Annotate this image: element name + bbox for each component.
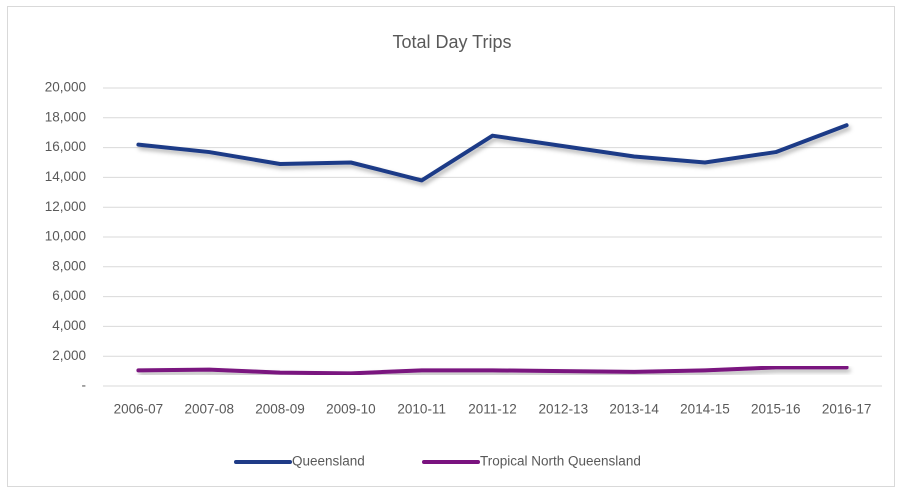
x-tick-label: 2012-13 <box>539 402 589 417</box>
y-tick-label: 14,000 <box>45 169 86 184</box>
x-tick-label: 2015-16 <box>751 402 801 417</box>
x-tick-label: 2006-07 <box>114 402 164 417</box>
line-series <box>136 123 849 183</box>
chart-title: Total Day Trips <box>392 32 511 52</box>
y-tick-label: 20,000 <box>45 80 86 95</box>
x-tick-label: 2016-17 <box>822 402 872 417</box>
legend-label: Tropical North Queensland <box>480 454 641 469</box>
y-tick-label: 16,000 <box>45 139 86 154</box>
y-tick-label: 12,000 <box>45 199 86 214</box>
x-tick-label: 2014-15 <box>680 402 730 417</box>
x-tick-label: 2008-09 <box>255 402 305 417</box>
x-tick-label: 2010-11 <box>397 402 446 417</box>
x-tick-label: 2007-08 <box>184 402 234 417</box>
y-tick-label: 18,000 <box>45 109 86 124</box>
y-tick-label: 2,000 <box>52 348 86 363</box>
y-tick-label: 10,000 <box>45 229 86 244</box>
legend-label: Queensland <box>292 454 365 469</box>
y-tick-label: - <box>82 378 87 393</box>
chart-border <box>7 6 895 487</box>
x-tick-label: 2011-12 <box>468 402 517 417</box>
y-tick-label: 4,000 <box>52 318 86 333</box>
line-series <box>136 365 849 376</box>
y-tick-label: 8,000 <box>52 258 86 273</box>
x-tick-label: 2013-14 <box>609 402 659 417</box>
y-tick-label: 6,000 <box>52 288 86 303</box>
x-tick-label: 2009-10 <box>326 402 376 417</box>
